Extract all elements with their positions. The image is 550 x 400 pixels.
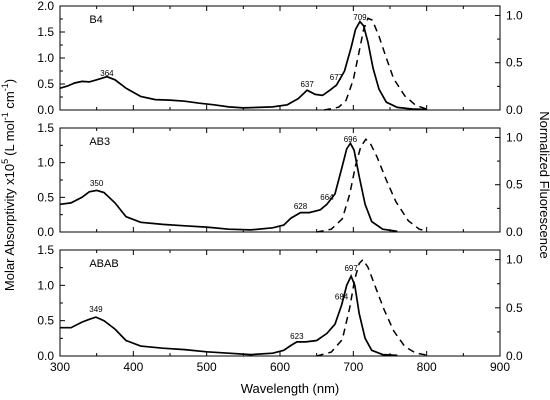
right-tick-label: 0.0 <box>506 349 523 363</box>
peak-label: 684 <box>335 292 349 301</box>
left-tick-label: 2.0 <box>37 0 54 13</box>
peak-label: 623 <box>290 332 304 341</box>
left-axis-title-exponent: 5 <box>0 159 10 164</box>
fluorescence-series-line <box>316 258 427 357</box>
peak-label: 349 <box>89 305 103 314</box>
absorbance-series-line <box>59 20 427 111</box>
panel-name-label: ABAB <box>89 258 118 270</box>
peak-label: 709 <box>353 13 367 22</box>
x-tick-label: 300 <box>50 360 70 374</box>
left-axis-title-unit: (L mol <box>2 120 17 156</box>
panel-name-label: AB3 <box>89 136 110 148</box>
peak-label: 697 <box>344 264 358 273</box>
x-tick-label: 500 <box>197 360 217 374</box>
left-axis-title-main: Molar Absorptivity x10 <box>2 164 17 291</box>
panel-abab: 300 400 500 600 700 800 9000.00.51.01.50.00.51… <box>37 243 523 374</box>
fluorescence-series-line <box>316 138 427 233</box>
plot-frame <box>59 5 501 111</box>
right-tick-label: 1.0 <box>506 253 523 267</box>
left-axis-title-close: ) <box>2 79 17 83</box>
x-tick-label: 800 <box>417 360 437 374</box>
right-tick-label: 1.0 <box>506 8 523 22</box>
peak-label: 696 <box>344 135 358 144</box>
right-tick-label: 1.0 <box>506 130 523 144</box>
right-tick-label: 0.5 <box>506 178 523 192</box>
panels-group: 0.00.51.01.52.00.00.51.0B43646376777090.… <box>37 0 523 374</box>
right-tick-label: 0.0 <box>506 225 523 239</box>
left-tick-label: 1.0 <box>37 156 54 170</box>
left-tick-label: 0.5 <box>37 190 54 204</box>
peak-label: 364 <box>100 69 114 78</box>
left-axis-title: Molar Absorptivity x105(L mol-1 cm-1) <box>0 79 17 291</box>
peak-label: 350 <box>90 179 104 188</box>
left-tick-label: 1.5 <box>37 25 54 39</box>
left-tick-label: 0.5 <box>37 77 54 91</box>
right-axis-title: Normalized Fluorescence <box>537 111 550 258</box>
x-tick-label: 600 <box>270 360 290 374</box>
x-axis-title: Wavelength (nm) <box>241 381 340 396</box>
left-tick-label: 1.0 <box>37 278 54 292</box>
peak-label: 677 <box>330 73 344 82</box>
panel-ab3: 0.0 0.5 1.0 1.5 0.0 0.5 1.0 AB3 350 628 664 696 <box>37 121 523 239</box>
left-tick-label: 0.0 <box>37 103 54 117</box>
right-tick-label: 0.0 <box>506 103 523 117</box>
left-tick-label: 0.0 <box>37 225 54 239</box>
left-axis-title-unit-exp1: -1 <box>0 112 10 120</box>
x-tick-label: 700 <box>343 360 363 374</box>
left-tick-label: 0.0 <box>37 349 54 363</box>
x-tick-label: 900 <box>490 360 510 374</box>
peak-label: 628 <box>294 202 308 211</box>
panel-b4: 0.0 0.5 1.0 1.5 2.0 0.0 0.5 1.0 B4 364 637 677 709 <box>37 0 523 117</box>
peak-label: 664 <box>320 193 334 202</box>
left-tick-label: 0.5 <box>37 314 54 328</box>
panel-name-label: B4 <box>89 14 102 26</box>
absorbance-series-line <box>59 141 398 233</box>
fluorescence-series-line <box>323 17 427 111</box>
right-tick-label: 0.5 <box>506 56 523 70</box>
x-tick-label: 400 <box>123 360 143 374</box>
left-axis-title-unit-exp2: -1 <box>0 83 10 91</box>
left-tick-label: 1.0 <box>37 51 54 65</box>
right-tick-label: 0.5 <box>506 301 523 315</box>
peak-label: 637 <box>300 80 314 89</box>
left-axis-title-unit-mid: cm <box>2 91 17 112</box>
left-tick-label: 1.5 <box>37 243 54 257</box>
absorbance-series-line <box>60 273 398 357</box>
left-tick-label: 1.5 <box>37 121 54 135</box>
